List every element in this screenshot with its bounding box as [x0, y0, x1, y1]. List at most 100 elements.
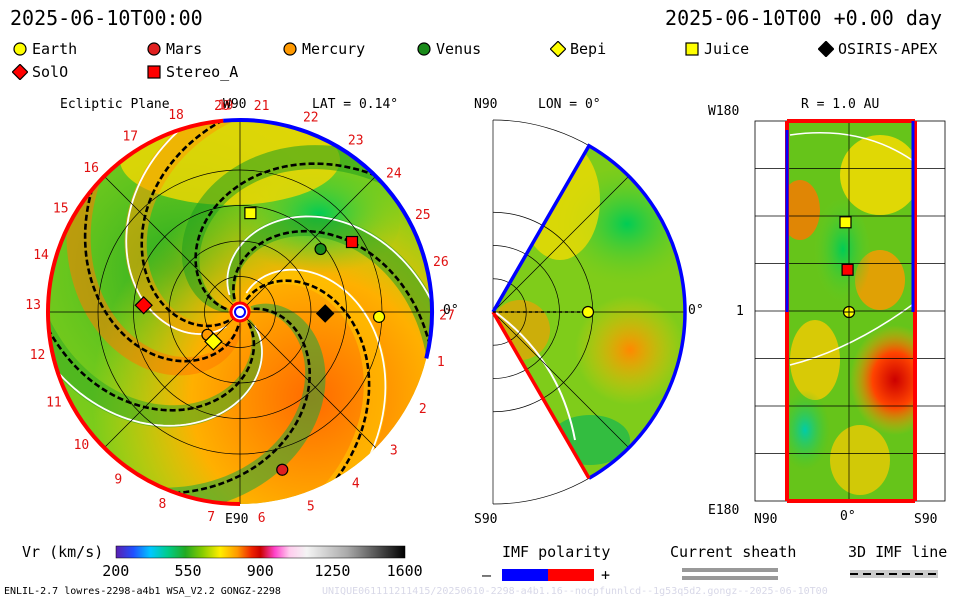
earth-meridional-marker	[581, 305, 595, 319]
legend-label: Stereo_A	[166, 63, 239, 81]
venus-marker	[314, 242, 327, 256]
carrington-tick-14: 14	[33, 248, 49, 263]
carrington-tick-15: 15	[53, 202, 69, 217]
sphere-x-left: N90	[754, 512, 778, 527]
juice-marker	[244, 207, 257, 220]
meridional-top-label: N90	[474, 97, 498, 112]
carrington-tick-6: 6	[258, 511, 266, 526]
ecliptic-right-label: 0°	[443, 303, 459, 318]
legend-item-osiris-apex: OSIRIS-APEX	[818, 40, 937, 58]
legend-label: Mars	[166, 40, 203, 58]
meridional-bottom-label: S90	[474, 512, 498, 527]
imf-minus: –	[482, 566, 492, 584]
ecliptic-lat-label: LAT = 0.14°	[312, 97, 399, 112]
carrington-tick-20: 20	[214, 99, 230, 114]
mars-marker	[276, 463, 289, 476]
legend-label: Juice	[704, 40, 750, 58]
stereo-a-sphere-marker	[841, 263, 854, 276]
date-left: 2025-06-10T00:00	[10, 6, 203, 30]
legend-item-earth: Earth	[12, 40, 77, 58]
earth-marker	[372, 310, 386, 323]
sphere-x-right: S90	[914, 512, 938, 527]
meridional-lon-label: LON = 0°	[538, 97, 601, 112]
carrington-tick-2: 2	[419, 402, 427, 417]
sphere-x-mid: 0°	[840, 509, 856, 524]
osiris-apex-marker	[315, 304, 335, 323]
carrington-tick-9: 9	[114, 472, 122, 487]
carrington-tick-22: 22	[303, 110, 319, 125]
sun-icon	[229, 301, 251, 323]
colorbar-tick-1600: 1600	[386, 562, 423, 580]
legend-label: Bepi	[570, 40, 607, 58]
date-right: 2025-06-10T00 +0.00 day	[665, 6, 942, 30]
meridional-rim-positive	[491, 143, 687, 480]
legend-label: SolO	[32, 63, 69, 81]
carrington-tick-17: 17	[122, 129, 138, 144]
carrington-tick-12: 12	[30, 348, 46, 363]
ecliptic-bottom-label: E90	[225, 512, 249, 527]
legend-item-stereo-a: Stereo_A	[146, 63, 238, 81]
model-info: ENLIL-2.7 lowres-2298-a4b1 WSA_V2.2 GONG…	[4, 586, 281, 597]
mercury-legend-icon	[283, 42, 297, 56]
legend-item-mars: Mars	[146, 40, 202, 58]
imf-positive-swatch	[548, 569, 594, 581]
carrington-tick-24: 24	[386, 166, 402, 181]
carrington-tick-11: 11	[46, 396, 62, 411]
run-id: UNIQUE061111211415/20250610-2298-a4b1.16…	[322, 586, 828, 597]
carrington-tick-5: 5	[307, 500, 315, 515]
bepi-legend-icon	[550, 41, 566, 57]
carrington-tick-26: 26	[433, 255, 449, 270]
carrington-tick-4: 4	[352, 477, 360, 492]
carrington-tick-19: 19	[218, 99, 234, 114]
imf-negative-swatch	[502, 569, 548, 581]
legend-label: Earth	[32, 40, 78, 58]
carrington-tick-21: 21	[254, 99, 270, 114]
carrington-tick-7: 7	[207, 510, 215, 525]
legend-label: OSIRIS-APEX	[838, 40, 938, 58]
legend-item-bepi: Bepi	[550, 40, 606, 58]
current-sheath-title: Current sheath	[670, 543, 797, 561]
sphere-y-mid: 1	[736, 304, 744, 319]
imf-rim-positive	[223, 118, 434, 359]
sphere-y-top: W180	[708, 104, 740, 119]
meridional-panel	[491, 119, 687, 505]
colorbar-tick-200: 200	[102, 562, 130, 580]
earth-legend-icon	[13, 42, 27, 56]
carrington-tick-8: 8	[159, 497, 167, 512]
juice-legend-icon	[685, 42, 699, 56]
legend-item-juice: Juice	[684, 40, 749, 58]
ecliptic-title: Ecliptic Plane	[60, 97, 170, 112]
solo-legend-icon	[12, 64, 28, 80]
colorbar-tick-1250: 1250	[314, 562, 351, 580]
colorbar	[115, 545, 406, 559]
meridional-rim-negative	[491, 311, 591, 480]
colorbar-tick-550: 550	[174, 562, 202, 580]
carrington-tick-3: 3	[390, 444, 398, 459]
legend-item-solo: SolO	[12, 63, 68, 81]
carrington-tick-25: 25	[415, 208, 431, 223]
imf-plus: +	[601, 566, 611, 584]
imf-3d-title: 3D IMF line	[848, 543, 948, 561]
carrington-tick-16: 16	[83, 161, 99, 176]
legend-label: Venus	[436, 40, 482, 58]
venus-legend-icon	[417, 42, 431, 56]
carrington-tick-27: 27	[439, 309, 455, 324]
stereo_a-legend-icon	[147, 65, 161, 79]
osiris-apex-legend-icon	[818, 41, 834, 57]
sphere-r-label: R = 1.0 AU	[801, 97, 880, 112]
carrington-tick-10: 10	[74, 438, 90, 453]
imf-polarity-title: IMF polarity	[502, 543, 611, 561]
solo-marker	[134, 296, 153, 315]
sphere-y-bottom: E180	[708, 503, 740, 518]
ecliptic-top-label: W90	[223, 97, 247, 112]
sphere-panel	[754, 119, 946, 503]
legend-item-mercury: Mercury	[282, 40, 365, 58]
carrington-tick-18: 18	[168, 108, 184, 123]
legend-item-venus: Venus	[416, 40, 481, 58]
stereo-a-marker	[345, 235, 359, 249]
meridional-right-label: 0°	[688, 303, 704, 318]
colorbar-tick-900: 900	[246, 562, 274, 580]
carrington-tick-23: 23	[348, 133, 364, 148]
carrington-tick-1: 1	[437, 355, 445, 370]
legend-label: Mercury	[302, 40, 366, 58]
